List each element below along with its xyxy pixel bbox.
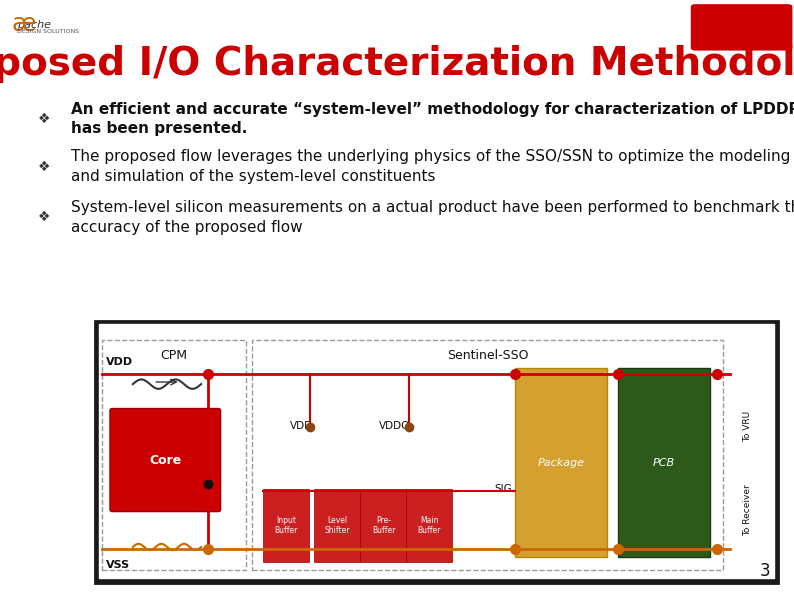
Text: Pre-
Buffer: Pre- Buffer [372, 516, 395, 536]
Text: ❖: ❖ [37, 112, 50, 126]
Text: Input
Buffer: Input Buffer [274, 516, 298, 536]
Text: Level
Shifter: Level Shifter [324, 516, 349, 536]
Text: 3: 3 [760, 562, 770, 580]
Text: TEXAS: TEXAS [725, 12, 758, 21]
Text: INSTRUMENTS: INSTRUMENTS [713, 23, 770, 29]
Text: PCB: PCB [653, 458, 675, 468]
Text: VDD: VDD [106, 356, 133, 367]
Text: pache: pache [17, 20, 52, 30]
Bar [263, 489, 309, 562]
Text: To Receiver: To Receiver [743, 484, 752, 536]
Text: Main
Buffer: Main Buffer [418, 516, 441, 536]
FancyBboxPatch shape [110, 409, 221, 512]
Text: VDD: VDD [290, 421, 313, 431]
Text: ☆: ☆ [696, 14, 714, 33]
Bar [515, 368, 607, 557]
Text: To VRU: To VRU [743, 411, 752, 441]
Bar [314, 489, 360, 562]
Text: SIG: SIG [495, 484, 512, 494]
Bar [102, 340, 245, 570]
Text: The proposed flow leverages the underlying physics of the SSO/SSN to optimize th: The proposed flow leverages the underlyi… [71, 149, 791, 184]
Text: An efficient and accurate “system-level” methodology for characterization of LPD: An efficient and accurate “system-level”… [71, 102, 794, 136]
Bar [406, 489, 453, 562]
Text: DESIGN SOLUTIONS: DESIGN SOLUTIONS [17, 29, 79, 34]
Text: VDDQ: VDDQ [379, 421, 410, 431]
Bar [618, 368, 710, 557]
Text: Proposed I/O Characterization Methodology: Proposed I/O Characterization Methodolog… [0, 45, 794, 83]
Text: ❖: ❖ [37, 210, 50, 224]
Text: ❖: ❖ [37, 159, 50, 174]
Text: Core: Core [149, 453, 181, 466]
Text: VSS: VSS [106, 560, 129, 570]
Text: æ: æ [12, 12, 37, 36]
Text: Sentinel-SSO: Sentinel-SSO [447, 349, 529, 362]
Bar [99, 324, 774, 578]
Bar [95, 321, 778, 583]
Bar [360, 489, 407, 562]
Text: System-level silicon measurements on a actual product have been performed to ben: System-level silicon measurements on a a… [71, 200, 794, 234]
FancyBboxPatch shape [691, 4, 792, 51]
Text: Package: Package [538, 458, 585, 468]
Bar [252, 340, 723, 570]
Text: CPM: CPM [160, 349, 187, 362]
